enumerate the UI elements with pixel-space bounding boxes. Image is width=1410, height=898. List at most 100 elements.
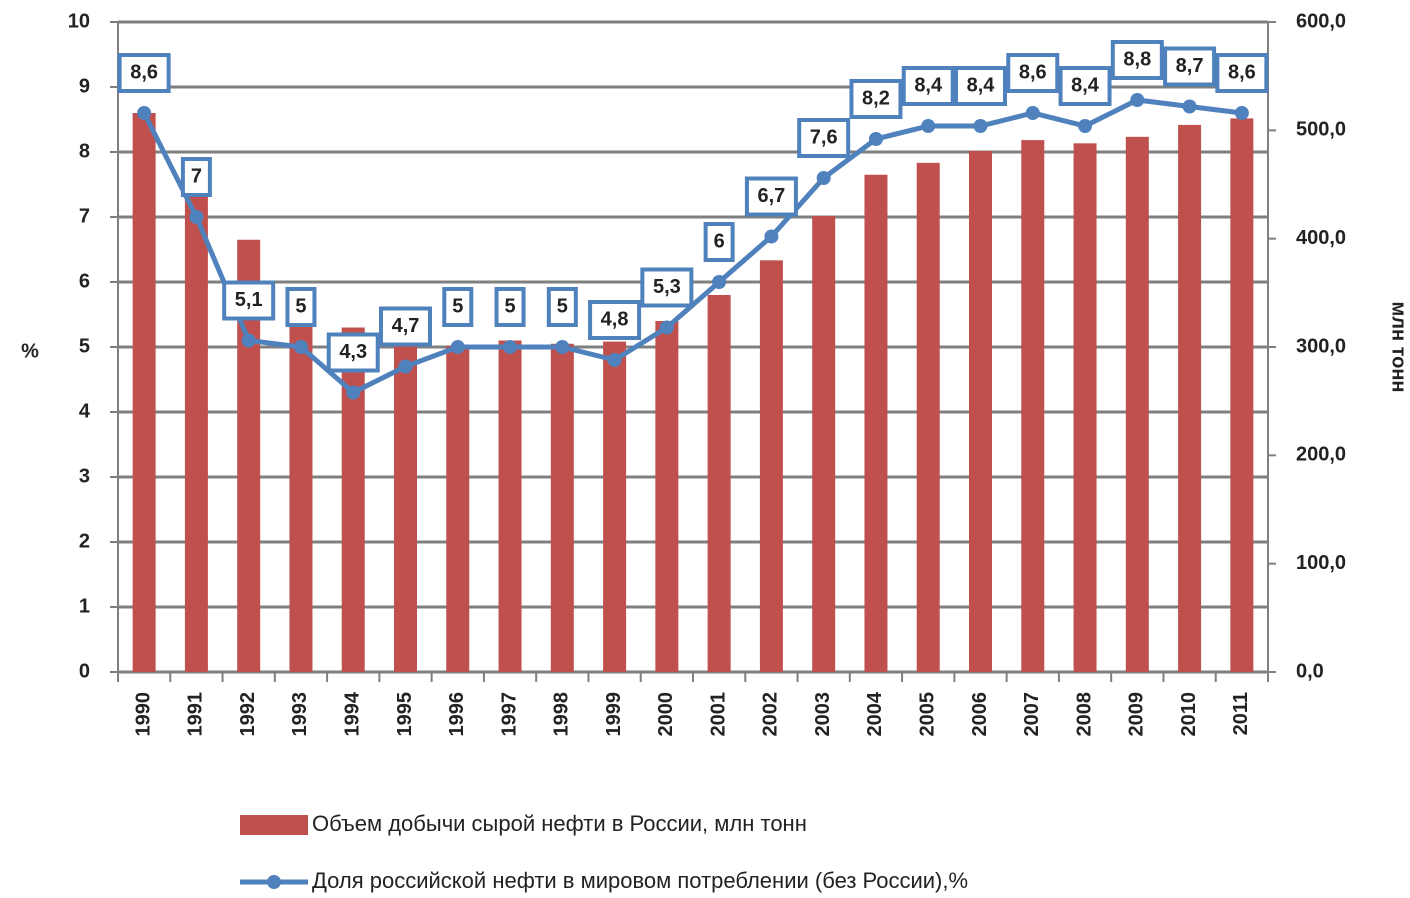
legend-marker — [267, 875, 281, 889]
data-label-box — [588, 300, 642, 340]
data-label-text: 8,7 — [1176, 55, 1204, 77]
data-label: 8,4 — [1058, 66, 1112, 106]
line-marker — [764, 229, 779, 244]
line-marker — [973, 119, 988, 133]
data-label-text: 8,4 — [967, 74, 996, 96]
data-label-box — [1215, 53, 1269, 93]
y2-tick-label: 200,0 — [1296, 444, 1346, 466]
legend-label: Доля российской нефти в мировом потребле… — [312, 868, 968, 893]
bar — [916, 162, 940, 673]
y-tick-label: 3 — [79, 465, 90, 487]
line-marker — [137, 106, 152, 120]
line-marker — [293, 340, 308, 354]
data-label: 8,8 — [1110, 40, 1164, 80]
x-tick-label: 2000 — [655, 692, 677, 737]
y-tick-label: 4 — [79, 400, 91, 422]
data-label-box — [379, 306, 432, 347]
line-marker — [346, 385, 361, 400]
data-label-text: 5,3 — [653, 276, 681, 298]
data-label: 5,3 — [640, 267, 694, 308]
line-marker — [555, 340, 570, 354]
y-tick-label: 5 — [79, 335, 90, 357]
x-tick-label: 2007 — [1021, 692, 1043, 737]
y-tick-label: 1 — [79, 595, 90, 617]
data-label: 8,7 — [1163, 46, 1217, 87]
y2-tick-label: 300,0 — [1296, 335, 1346, 357]
data-label-text: 8,6 — [130, 61, 158, 83]
y-tick-label: 8 — [79, 140, 90, 162]
x-tick-label: 2011 — [1230, 692, 1252, 735]
data-label-text: 5 — [452, 295, 463, 317]
bar — [289, 288, 313, 672]
y2-axis-label: млн тонн — [1388, 301, 1410, 392]
data-label: 8,6 — [1006, 53, 1060, 93]
bar — [1230, 118, 1254, 672]
data-label-text: 5 — [557, 295, 568, 317]
x-tick-label: 2010 — [1178, 692, 1200, 737]
line-marker — [607, 353, 622, 367]
data-label-text: 8,6 — [1019, 61, 1047, 83]
line-marker — [659, 320, 674, 335]
y-tick-label: 2 — [79, 530, 90, 552]
data-label-box — [797, 118, 851, 158]
bar — [498, 340, 522, 672]
data-label-box — [546, 287, 578, 327]
data-label: 4,8 — [588, 300, 642, 340]
line-marker — [1234, 106, 1249, 120]
bar — [969, 150, 992, 672]
data-label: 8,4 — [901, 66, 955, 106]
x-tick-label: 1990 — [132, 692, 154, 737]
x-tick-label: 2005 — [917, 692, 939, 737]
y2-tick-label: 600,0 — [1296, 10, 1346, 32]
data-label-text: 5 — [504, 295, 515, 317]
legend-label: Объем добычи сырой нефти в России, млн т… — [312, 811, 807, 836]
data-label-box — [1163, 46, 1217, 87]
bar — [341, 327, 365, 672]
line-marker — [921, 119, 936, 133]
line-marker — [503, 340, 518, 354]
y-tick-label: 0 — [79, 660, 90, 682]
line-marker — [1182, 99, 1197, 114]
data-label: 5 — [442, 287, 474, 327]
bar — [446, 345, 470, 672]
data-label-box — [180, 157, 212, 197]
data-label-box — [954, 66, 1007, 106]
data-label-box — [744, 176, 798, 217]
data-label-box — [1058, 66, 1112, 106]
line-marker — [1130, 93, 1145, 107]
x-tick-label: 2002 — [760, 692, 782, 737]
data-label-box — [117, 53, 171, 93]
y-axis-label: % — [21, 340, 39, 362]
x-tick-label: 2008 — [1073, 692, 1095, 737]
data-label-text: 6 — [714, 230, 725, 252]
data-label-box — [222, 280, 276, 321]
x-tick-label: 2006 — [969, 692, 991, 737]
data-label: 6 — [703, 222, 735, 262]
data-label-box — [494, 287, 526, 327]
x-tick-label: 1998 — [551, 692, 573, 737]
x-tick-label: 1993 — [289, 692, 311, 737]
data-label-text: 6,7 — [758, 185, 786, 207]
bar — [707, 295, 731, 672]
data-label-box — [442, 287, 474, 327]
bar — [812, 215, 836, 672]
bar — [759, 260, 783, 672]
data-label: 8,6 — [117, 53, 171, 93]
data-label-text: 8,4 — [914, 74, 943, 96]
x-tick-label: 1992 — [237, 692, 259, 737]
data-label: 5 — [285, 287, 317, 327]
data-label-text: 7,6 — [810, 126, 838, 148]
bar — [550, 343, 574, 672]
data-label-box — [703, 222, 735, 262]
x-tick-label: 2009 — [1126, 692, 1148, 737]
data-label-text: 4,3 — [339, 341, 367, 363]
data-label-text: 5,1 — [235, 289, 263, 311]
y2-tick-label: 100,0 — [1296, 552, 1346, 574]
data-label-text: 8,6 — [1228, 61, 1256, 83]
data-label-box — [640, 267, 694, 308]
data-label: 8,2 — [849, 79, 903, 119]
data-label-text: 8,8 — [1123, 48, 1151, 70]
data-label-box — [285, 287, 317, 327]
data-label: 5 — [494, 287, 526, 327]
x-tick-label: 1991 — [185, 692, 207, 737]
